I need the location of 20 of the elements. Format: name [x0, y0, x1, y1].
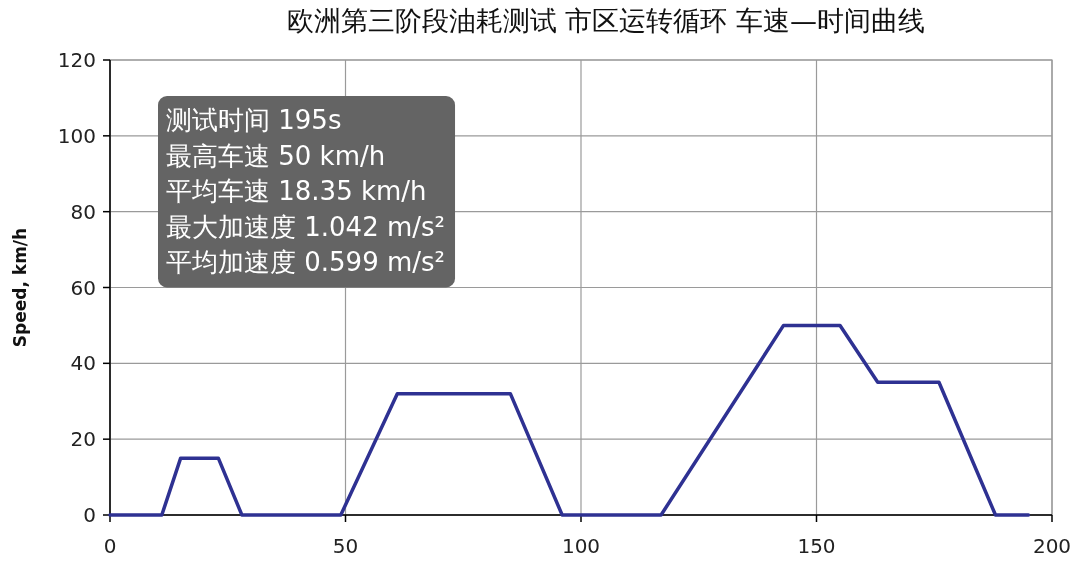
y-tick-label: 0: [83, 503, 96, 527]
line-series: [108, 323, 1031, 517]
x-tick-label: 0: [103, 534, 117, 558]
y-axis-title: Speed, km/h: [10, 227, 30, 348]
y-tick-label: 60: [70, 275, 96, 300]
x-tick-label: 100: [561, 534, 601, 558]
annotation: 平均加速度 0.599 m/s²: [166, 247, 446, 277]
y-tick-label: 100: [57, 123, 96, 148]
y-tick-label: 120: [57, 48, 96, 72]
y-tick-label: 40: [70, 351, 96, 376]
x-tick-label: 150: [797, 534, 836, 558]
x-tick-label: 50: [332, 534, 359, 558]
annotation: 最大加速度 1.042 m/s²: [166, 211, 446, 242]
x-tick-label: 200: [1032, 534, 1072, 558]
annotation: 平均车速 18.35 km/h: [166, 176, 427, 206]
y-tick-label: 20: [70, 427, 96, 452]
annotation: 测试时间 195s: [166, 105, 342, 135]
chart-title: 欧洲第三阶段油耗测试 市区运转循环 车速—时间曲线: [286, 5, 926, 36]
annotation: 最高车速 50 km/h: [166, 140, 386, 171]
y-tick-label: 80: [70, 199, 96, 224]
